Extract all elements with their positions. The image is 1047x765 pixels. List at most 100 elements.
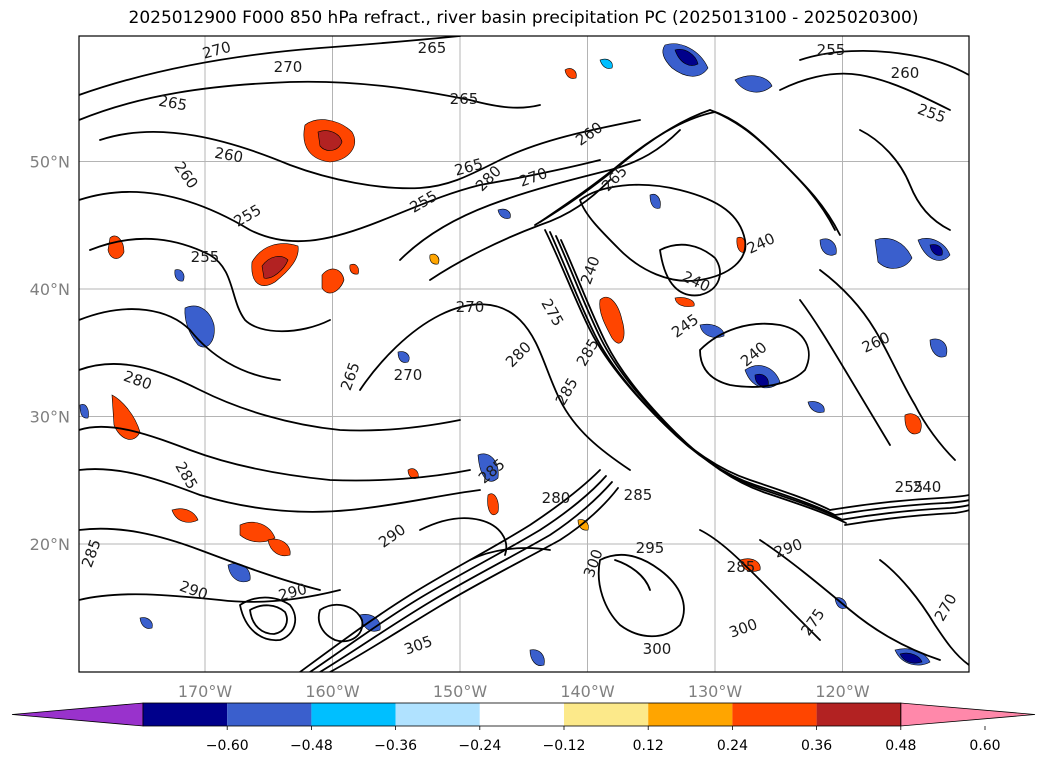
contour-line: [309, 475, 607, 672]
contour-line: [319, 481, 613, 672]
contour-value-label: 270: [274, 58, 303, 76]
patch-positive: [674, 297, 695, 307]
colorbar-tick-label: 0.60: [969, 738, 1000, 754]
patch-negative: [174, 269, 185, 282]
patch-negative: [397, 351, 410, 363]
contour-value-label: 265: [418, 39, 447, 57]
contour-line: [859, 129, 951, 231]
contour-line: [829, 494, 969, 511]
patch-negative: [734, 75, 773, 93]
lat-tick-label: 40°N: [30, 280, 70, 299]
contour-value-label: 270: [456, 298, 485, 316]
contour-line: [879, 559, 969, 666]
patch-negative: [79, 404, 89, 419]
patch-positive: [171, 508, 199, 523]
patch-positive: [321, 268, 345, 294]
lon-tick-label: 170°W: [178, 682, 233, 701]
colorbar-extend-high: [900, 702, 1036, 727]
precip-patches: [79, 43, 951, 666]
colorbar-segment: [479, 703, 564, 726]
colorbar-segment: [227, 703, 312, 726]
patch-negative: [929, 338, 948, 358]
patch-positive: [239, 521, 276, 543]
colorbar-tick-label: −0.48: [290, 738, 333, 754]
lon-tick-label: 150°W: [433, 682, 488, 701]
patch-positive: [317, 130, 343, 151]
contour-line: [419, 517, 508, 556]
colorbar-tick-label: −0.36: [374, 738, 417, 754]
colorbar-segment: [648, 703, 733, 726]
map-frame: [78, 35, 970, 673]
contour-value-label: 265: [450, 90, 479, 108]
latitude-labels: 20°N 30°N 40°N 50°N: [30, 153, 70, 555]
colorbar-extend-low: [11, 702, 144, 727]
patch-negative: [807, 401, 825, 413]
contour-line: [239, 596, 297, 642]
refractivity-contours: [79, 36, 969, 672]
patch-positive: [564, 68, 577, 79]
contour-line: [560, 239, 847, 524]
contour-line: [539, 111, 716, 223]
patch-positive: [599, 296, 625, 344]
patch-negative: [674, 49, 699, 66]
contour-line: [79, 80, 541, 121]
patch-negative: [929, 244, 943, 256]
contour-line: [79, 527, 321, 591]
colorbar-tick-label: 0.12: [633, 738, 664, 754]
contour-value-label: 240: [913, 478, 942, 496]
patch-positive: [904, 413, 922, 435]
patch-positive: [349, 263, 359, 275]
lon-tick-label: 120°W: [815, 682, 870, 701]
contour-line: [597, 553, 685, 638]
contour-line: [89, 237, 331, 333]
colorbar-segment: [143, 703, 228, 726]
patch-negative: [899, 652, 923, 664]
colorbar-segment: [732, 703, 817, 726]
patch-negative: [819, 238, 837, 256]
contour-line: [299, 469, 601, 672]
colorbar-tick-label: −0.12: [543, 738, 586, 754]
patch-positive: [267, 538, 291, 557]
contour-line: [359, 303, 631, 471]
contour-line: [549, 231, 836, 516]
lon-tick-label: 130°W: [688, 682, 743, 701]
colorbar-tick-label: 0.36: [801, 738, 832, 754]
patch-negative: [874, 238, 913, 269]
contour-line: [99, 119, 641, 190]
graticule: [79, 36, 969, 672]
contour-line: [844, 509, 969, 526]
contour-value-label: 285: [727, 558, 756, 576]
patch-positive: [739, 558, 761, 572]
colorbar-segment: [311, 703, 396, 726]
contour-line: [759, 539, 941, 661]
colorbar-segment: [564, 703, 649, 726]
colorbar: −0.60 −0.48 −0.36 −0.24 −0.12 0.12 0.24 0.36 0.4…: [11, 702, 1036, 754]
lat-tick-label: 50°N: [30, 153, 70, 172]
patch-positive: [261, 256, 289, 279]
contour-line: [819, 269, 956, 461]
patch-negative: [497, 208, 511, 219]
lat-tick-label: 20°N: [30, 535, 70, 554]
contour-line: [469, 547, 551, 561]
patch-positive: [487, 493, 499, 516]
contour-line: [699, 322, 810, 388]
contour-value-label: 280: [542, 489, 571, 507]
contour-line: [614, 559, 651, 591]
contour-line: [799, 49, 969, 76]
patch-negative: [699, 323, 725, 338]
contour-value-label: 255: [817, 41, 846, 59]
contour-line: [839, 504, 969, 521]
colorbar-tick-label: 0.48: [885, 738, 916, 754]
contour-line: [799, 299, 891, 446]
lon-tick-label: 140°W: [560, 682, 615, 701]
contour-line: [79, 363, 461, 432]
contour-line: [699, 529, 821, 641]
contour-value-label: 265: [157, 92, 188, 115]
contour-line: [329, 487, 619, 672]
lon-tick-label: 160°W: [305, 682, 360, 701]
contour-line: [399, 129, 681, 261]
contour-line: [834, 499, 969, 516]
contour-line: [779, 72, 951, 111]
lat-tick-label: 30°N: [30, 408, 70, 427]
colorbar-tick-label: 0.24: [717, 738, 748, 754]
